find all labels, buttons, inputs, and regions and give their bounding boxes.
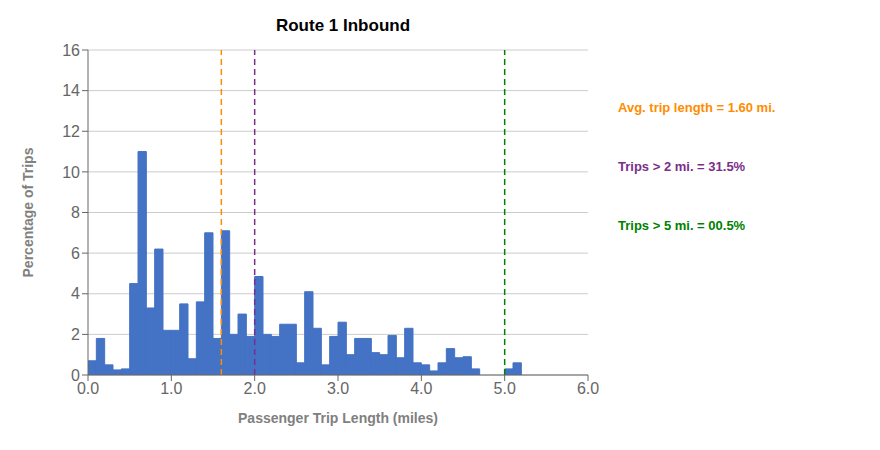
svg-text:4: 4 — [71, 285, 80, 302]
svg-text:2.0: 2.0 — [244, 380, 266, 397]
svg-text:4.0: 4.0 — [410, 380, 432, 397]
svg-text:14: 14 — [62, 82, 80, 99]
svg-text:6.0: 6.0 — [577, 380, 599, 397]
svg-text:0: 0 — [71, 367, 80, 384]
svg-text:1.0: 1.0 — [160, 380, 182, 397]
svg-text:16: 16 — [62, 42, 80, 59]
html-text:Route 1 Inbound: Route 1 Inbound — [276, 16, 410, 35]
svg-text:3.0: 3.0 — [327, 380, 349, 397]
svg-text:10: 10 — [62, 164, 80, 181]
svg-text:8: 8 — [71, 204, 80, 221]
svg-text:5.0: 5.0 — [494, 380, 516, 397]
svg-text:Passenger Trip Length (miles): Passenger Trip Length (miles) — [238, 410, 438, 426]
svg-text:12: 12 — [62, 123, 80, 140]
html-text:Trips > 2 mi. = 31.5%: Trips > 2 mi. = 31.5% — [618, 159, 746, 174]
svg-text:0.0: 0.0 — [77, 380, 99, 397]
html-text:Trips > 5 mi. = 00.5%: Trips > 5 mi. = 00.5% — [618, 218, 746, 233]
html-text:Avg. trip length = 1.60 mi.: Avg. trip length = 1.60 mi. — [618, 100, 776, 115]
svg-text:2: 2 — [71, 326, 80, 343]
svg-text:Percentage of Trips: Percentage of Trips — [20, 147, 36, 277]
svg-text:6: 6 — [71, 245, 80, 262]
